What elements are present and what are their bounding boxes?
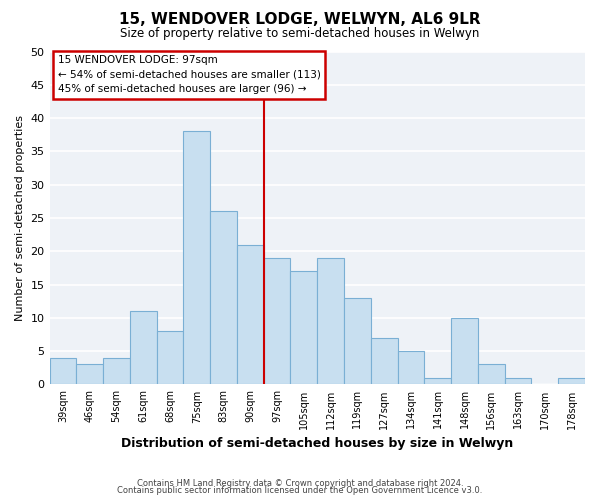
Text: Size of property relative to semi-detached houses in Welwyn: Size of property relative to semi-detach… — [121, 28, 479, 40]
Bar — [451, 318, 478, 384]
Bar — [184, 132, 210, 384]
Bar — [505, 378, 532, 384]
Bar — [290, 271, 317, 384]
X-axis label: Distribution of semi-detached houses by size in Welwyn: Distribution of semi-detached houses by … — [121, 437, 514, 450]
Bar — [344, 298, 371, 384]
Bar — [50, 358, 76, 384]
Text: 15 WENDOVER LODGE: 97sqm
← 54% of semi-detached houses are smaller (113)
45% of : 15 WENDOVER LODGE: 97sqm ← 54% of semi-d… — [58, 55, 320, 94]
Text: Contains HM Land Registry data © Crown copyright and database right 2024.: Contains HM Land Registry data © Crown c… — [137, 478, 463, 488]
Bar — [398, 351, 424, 384]
Bar — [478, 364, 505, 384]
Bar — [424, 378, 451, 384]
Text: Contains public sector information licensed under the Open Government Licence v3: Contains public sector information licen… — [118, 486, 482, 495]
Bar — [237, 244, 264, 384]
Bar — [371, 338, 398, 384]
Bar — [264, 258, 290, 384]
Bar — [130, 311, 157, 384]
Bar — [103, 358, 130, 384]
Bar — [157, 331, 184, 384]
Y-axis label: Number of semi-detached properties: Number of semi-detached properties — [15, 115, 25, 321]
Bar — [76, 364, 103, 384]
Bar — [317, 258, 344, 384]
Text: 15, WENDOVER LODGE, WELWYN, AL6 9LR: 15, WENDOVER LODGE, WELWYN, AL6 9LR — [119, 12, 481, 28]
Bar — [558, 378, 585, 384]
Bar — [210, 212, 237, 384]
